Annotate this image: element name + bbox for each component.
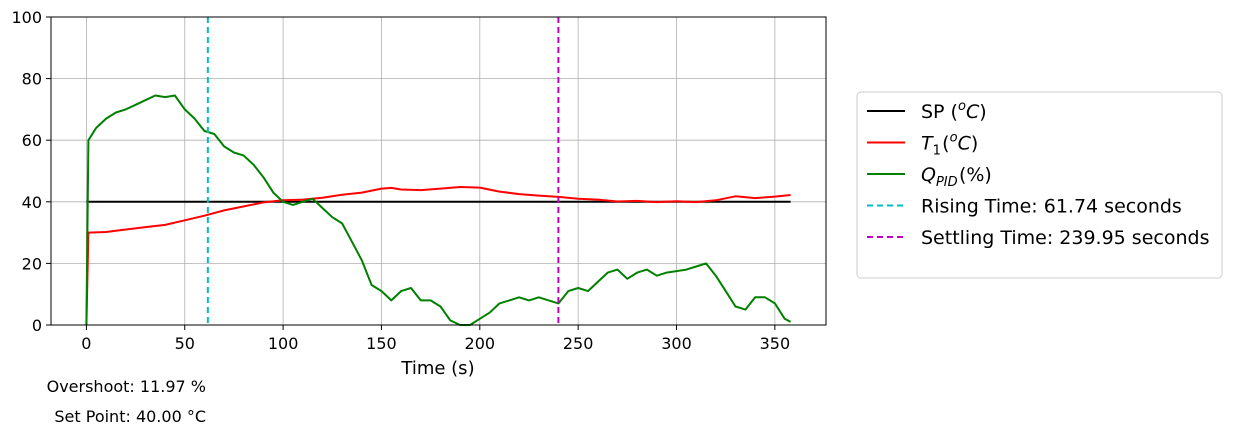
legend-label: Rising Time: 61.74 seconds: [921, 196, 1182, 218]
plot-frame: [50, 16, 827, 326]
x-tick-label: 300: [661, 334, 692, 353]
legend-qpid: QPID (%): [867, 164, 992, 190]
y-tick-label: 40: [22, 193, 42, 212]
x-tick-label: 0: [81, 334, 91, 353]
y-tick-label: 20: [22, 254, 42, 273]
x-tick-label: 100: [268, 334, 299, 353]
legend-sp: SP (oC): [867, 99, 987, 123]
x-tick-label: 200: [465, 334, 496, 353]
x-tick-label: 350: [760, 334, 791, 353]
y-tick-label: 100: [11, 8, 42, 27]
legend-t1: T1 (oC): [867, 131, 978, 159]
legend-label: QPID (%): [921, 164, 992, 190]
legend-label: T1 (oC): [921, 131, 978, 159]
y-tick-label: 60: [22, 131, 42, 150]
legend-rising-time: Rising Time: 61.74 seconds: [867, 196, 1182, 218]
qpid-line: [85, 94, 792, 326]
x-tick-label: 150: [366, 334, 397, 353]
x-axis-label: Time (s): [400, 358, 474, 379]
ticks: 0 50 100 150 200 250 300 350 0 20 40 60 80 100: [11, 8, 790, 353]
set-point-annotation: Set Point: 40.00 °C: [54, 407, 206, 426]
legend-label: Settling Time: 239.95 seconds: [921, 227, 1209, 249]
legend-label: SP (oC): [921, 99, 987, 123]
y-tick-label: 0: [32, 316, 42, 335]
grid: [51, 16, 826, 326]
legend-box: [856, 91, 1223, 279]
legend: SP (oC) T1 (oC) QPID (%) Rising Time: 61.74…: [856, 91, 1223, 279]
overshoot-annotation: Overshoot: 11.97 %: [47, 377, 206, 396]
y-tick-label: 80: [22, 70, 42, 89]
series-layer: [85, 17, 792, 326]
x-tick-label: 250: [563, 334, 594, 353]
x-tick-label: 50: [175, 334, 195, 353]
legend-settling-time: Settling Time: 239.95 seconds: [867, 227, 1209, 249]
t1-line: [85, 186, 791, 326]
